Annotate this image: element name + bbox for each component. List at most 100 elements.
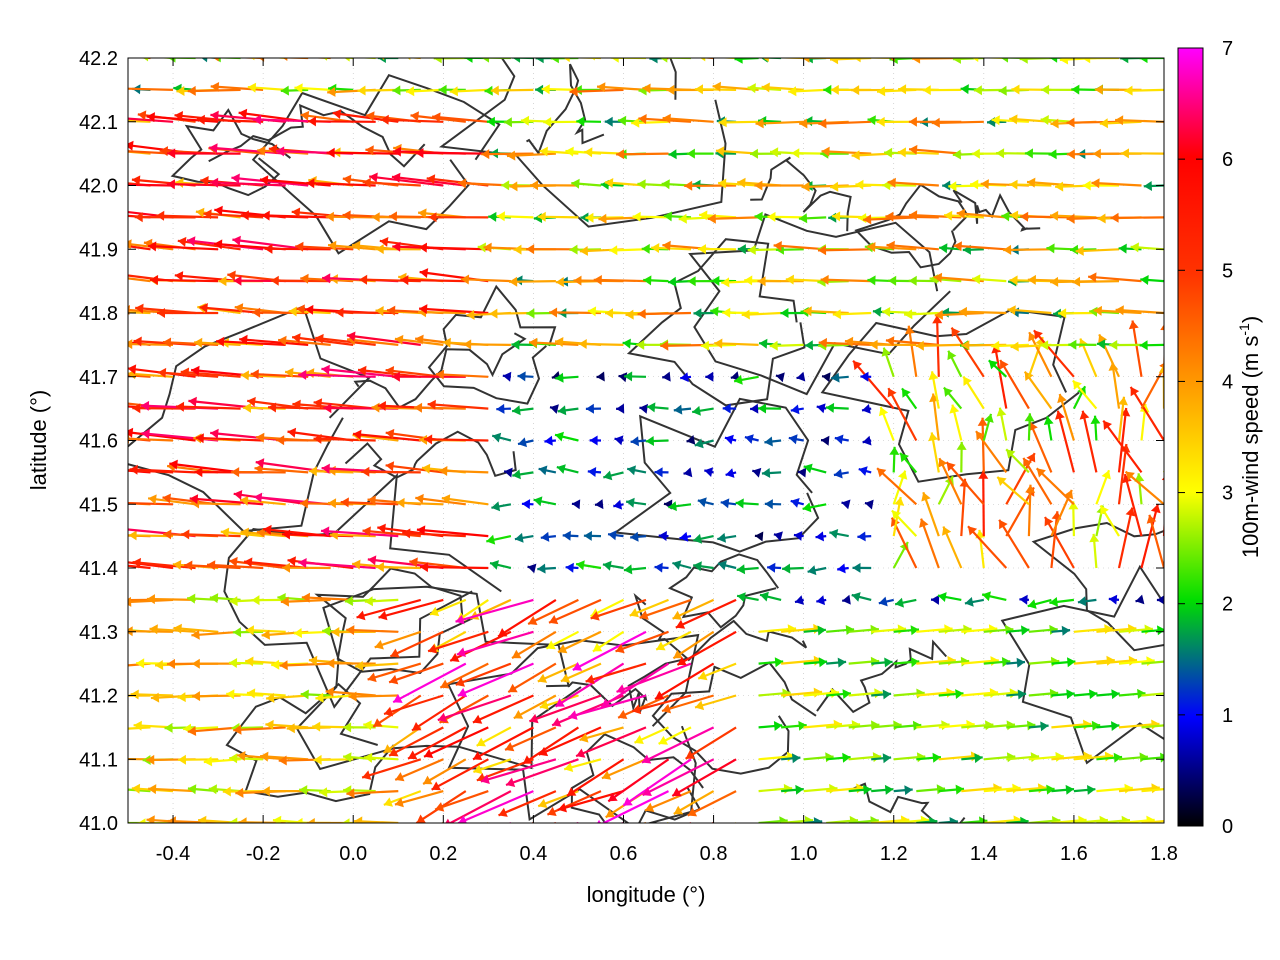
wind-vector xyxy=(1124,470,1164,506)
wind-vector xyxy=(361,466,421,477)
wind-vector xyxy=(233,724,286,735)
wind-vector xyxy=(852,562,872,573)
wind-vector xyxy=(675,598,737,629)
wind-vector-head xyxy=(342,174,352,185)
wind-vector xyxy=(543,117,579,128)
wind-vector xyxy=(177,236,241,251)
wind-vector xyxy=(1141,625,1164,636)
wind-vector-head xyxy=(842,689,851,699)
wind-vector xyxy=(1051,689,1075,700)
wind-vector-head xyxy=(308,655,318,666)
wind-vector xyxy=(429,598,467,617)
wind-vector-shaft xyxy=(876,467,918,506)
wind-vector xyxy=(643,275,669,286)
wind-vector-head xyxy=(858,213,867,224)
wind-vectors xyxy=(70,58,1164,823)
wind-vector xyxy=(673,790,715,815)
wind-vector-head xyxy=(486,116,495,127)
wind-vector-head xyxy=(802,502,812,513)
wind-vector-head xyxy=(280,85,289,96)
wind-vector xyxy=(991,344,1008,409)
wind-vector xyxy=(583,530,602,541)
wind-vector xyxy=(181,529,241,540)
wind-vector-head xyxy=(555,431,564,442)
wind-vector xyxy=(177,754,219,765)
wind-vector-shaft xyxy=(575,726,647,758)
wind-vector xyxy=(502,371,512,382)
wind-vector-head xyxy=(931,594,940,605)
wind-vector-head xyxy=(741,309,750,320)
x-tick-label: -0.4 xyxy=(156,843,190,865)
wind-vector xyxy=(661,694,714,714)
wind-vector-head xyxy=(1093,305,1102,316)
wind-vector xyxy=(372,694,422,728)
wind-vector xyxy=(817,277,849,287)
wind-vector-shaft xyxy=(367,662,422,681)
wind-vector-shaft xyxy=(960,478,967,537)
orography-contour xyxy=(446,633,700,823)
wind-vector-head xyxy=(1104,751,1114,762)
wind-vector-head xyxy=(201,58,208,63)
wind-vector-head xyxy=(970,179,979,190)
wind-vector xyxy=(541,84,579,95)
wind-vector xyxy=(634,726,669,744)
orography-contour xyxy=(546,657,689,713)
wind-vector-head xyxy=(177,692,186,703)
wind-vector xyxy=(1156,595,1164,605)
wind-vector xyxy=(427,399,489,410)
wind-vector xyxy=(988,359,1008,378)
wind-vector-head xyxy=(673,649,683,659)
wind-vector-head xyxy=(769,340,778,351)
wind-vector-head xyxy=(686,435,696,445)
wind-vector xyxy=(931,117,984,128)
wind-vector-head xyxy=(1160,324,1164,331)
wind-vector-head xyxy=(693,533,703,544)
wind-vector-head xyxy=(530,180,539,191)
wind-vector-head xyxy=(435,802,445,812)
wind-vector xyxy=(382,726,422,754)
orography-contour xyxy=(612,397,820,553)
wind-vector-head xyxy=(70,559,78,569)
wind-vector-shaft xyxy=(128,279,129,282)
wind-vector xyxy=(921,491,940,537)
wind-vector-shaft xyxy=(773,244,827,251)
wind-vector xyxy=(1088,272,1142,283)
wind-vector xyxy=(239,495,286,506)
wind-vector xyxy=(700,58,737,62)
wind-vector-head xyxy=(744,275,753,286)
wind-vector xyxy=(1006,689,1027,700)
wind-vector-shaft xyxy=(418,246,489,251)
wind-vector-head xyxy=(885,336,895,347)
wind-vector-head xyxy=(668,149,677,160)
wind-vector-head xyxy=(977,417,988,426)
wind-vector-head xyxy=(770,147,779,158)
wind-vector-head xyxy=(73,276,81,286)
wind-vector xyxy=(445,790,512,823)
wind-vector-head xyxy=(498,807,508,817)
wind-vector-head xyxy=(438,84,447,95)
wind-vector xyxy=(545,630,579,650)
wind-vector-shaft xyxy=(637,311,692,316)
wind-vector-head xyxy=(325,211,334,222)
wind-vector-head xyxy=(1158,364,1164,373)
wind-vector-head xyxy=(616,684,626,694)
wind-vector-head xyxy=(759,338,768,349)
wind-vector xyxy=(128,119,151,123)
wind-vector-head xyxy=(177,236,187,247)
wind-vector-head xyxy=(587,467,597,477)
wind-vector-shaft xyxy=(437,694,512,722)
wind-vector xyxy=(759,591,782,602)
wind-vector-head xyxy=(1068,339,1077,350)
wind-vector xyxy=(602,560,624,571)
wind-vector-head xyxy=(632,704,642,715)
orography-contour xyxy=(223,472,502,709)
wind-vector xyxy=(722,307,759,318)
wind-vector xyxy=(491,432,512,443)
wind-vector xyxy=(878,406,895,441)
wind-vector-head xyxy=(424,434,433,445)
wind-vector xyxy=(1102,419,1143,474)
wind-vector-head xyxy=(555,277,564,287)
wind-vector xyxy=(1141,724,1164,729)
wind-vector xyxy=(439,662,489,689)
wind-vector xyxy=(815,531,827,542)
